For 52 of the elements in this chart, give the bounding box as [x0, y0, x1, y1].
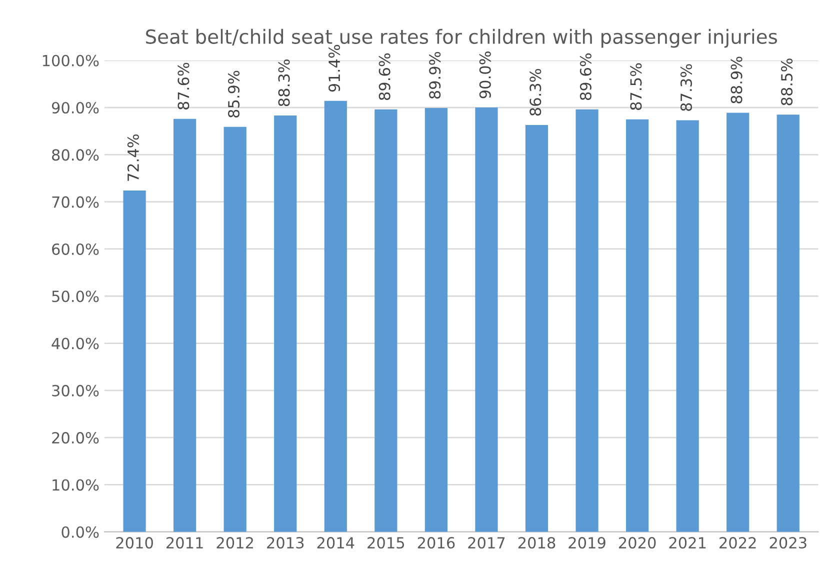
- data-label: 86.3%: [530, 68, 542, 116]
- bar: [726, 112, 750, 532]
- data-label: 89.6%: [378, 53, 390, 100]
- bar: [626, 119, 649, 532]
- bar: [475, 108, 498, 532]
- bar: [424, 108, 448, 532]
- y-tick-label: 0.0%: [62, 526, 99, 538]
- y-tick-label: 70.0%: [52, 196, 99, 208]
- data-label: 85.9%: [228, 70, 240, 118]
- x-tick-label: 2017: [468, 537, 505, 549]
- bar: [274, 116, 297, 532]
- y-tick-label: 40.0%: [52, 338, 99, 350]
- x-tick-label: 2020: [618, 537, 656, 549]
- x-tick-label: 2022: [720, 537, 756, 549]
- data-label: 87.3%: [680, 64, 692, 111]
- data-label: 89.9%: [429, 52, 441, 99]
- bar: [776, 114, 800, 532]
- x-tick-label: 2021: [669, 537, 706, 549]
- data-label: 88.3%: [278, 60, 290, 106]
- y-tick-label: 50.0%: [52, 290, 99, 302]
- bar: [174, 118, 196, 532]
- x-tick-label: 2018: [518, 537, 556, 549]
- data-label: 88.5%: [781, 58, 793, 106]
- x-tick-label: 2014: [317, 537, 354, 549]
- bar: [576, 109, 598, 532]
- bar: [224, 126, 246, 532]
- x-tick-label: 2023: [770, 537, 806, 549]
- data-label: 89.6%: [580, 53, 592, 100]
- x-tick-label: 2011: [166, 537, 203, 549]
- x-tick-label: 2015: [368, 537, 404, 549]
- y-tick-label: 60.0%: [52, 243, 99, 255]
- x-tick-label: 2016: [418, 537, 455, 549]
- x-tick-label: 2013: [267, 537, 304, 549]
- y-tick-label: 80.0%: [52, 149, 99, 161]
- bar: [123, 190, 146, 532]
- bar: [525, 124, 548, 532]
- bar: [324, 100, 347, 532]
- data-label: 87.5%: [630, 63, 642, 110]
- bar: [676, 120, 699, 532]
- y-tick-label: 30.0%: [52, 384, 99, 396]
- x-tick-label: 2012: [216, 537, 254, 549]
- y-tick-label: 90.0%: [52, 102, 99, 114]
- y-tick-label: 10.0%: [52, 479, 99, 491]
- bar: [374, 109, 398, 532]
- y-tick-label: 20.0%: [52, 432, 99, 444]
- y-tick-label: 100.0%: [42, 54, 99, 66]
- x-tick-label: 2010: [116, 537, 153, 549]
- data-label: 72.4%: [127, 134, 139, 181]
- data-label: 88.9%: [730, 56, 742, 104]
- x-tick-label: 2019: [568, 537, 606, 549]
- data-label: 87.6%: [178, 62, 190, 110]
- data-label: 90.0%: [479, 52, 491, 98]
